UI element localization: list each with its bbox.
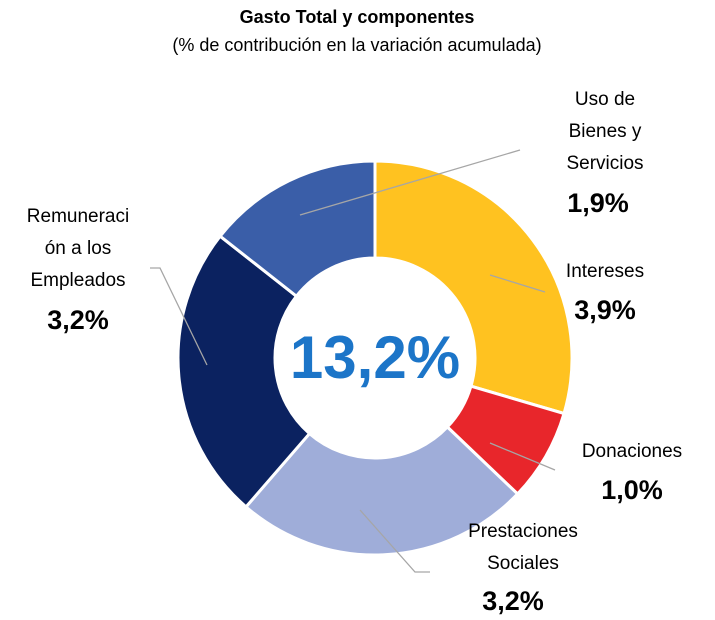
chart-subtitle: (% de contribución en la variación acumu…	[172, 35, 541, 55]
segment-label: Intereses	[566, 261, 644, 282]
value-label: 1,9%	[567, 188, 629, 218]
segment-label: Empleados	[30, 270, 125, 291]
value-label: 3,2%	[482, 586, 544, 616]
donut-segment	[218, 159, 377, 299]
center-label: 13,2%	[290, 324, 460, 391]
donut-segment	[176, 234, 312, 509]
donut-segment	[243, 424, 520, 557]
segment-label: Sociales	[487, 553, 559, 574]
leader-line	[489, 274, 546, 293]
leader-line	[489, 442, 556, 471]
segment-label: Donaciones	[582, 441, 682, 462]
leader-line	[359, 509, 430, 573]
value-label: 1,0%	[601, 475, 663, 505]
leader-line	[299, 149, 521, 216]
segment-label: ón a los	[45, 238, 112, 259]
segment-label: Prestaciones	[468, 521, 578, 542]
donut-segment	[373, 159, 574, 416]
segment-label: Uso de	[575, 89, 635, 110]
leader-line	[150, 267, 208, 366]
segment-label: Bienes y	[569, 121, 642, 142]
value-label: 3,9%	[574, 295, 636, 325]
value-label: 3,2%	[47, 305, 109, 335]
segment-label: Remuneraci	[27, 206, 129, 227]
segment-label: Servicios	[566, 153, 643, 174]
chart-title: Gasto Total y componentes	[240, 7, 475, 27]
